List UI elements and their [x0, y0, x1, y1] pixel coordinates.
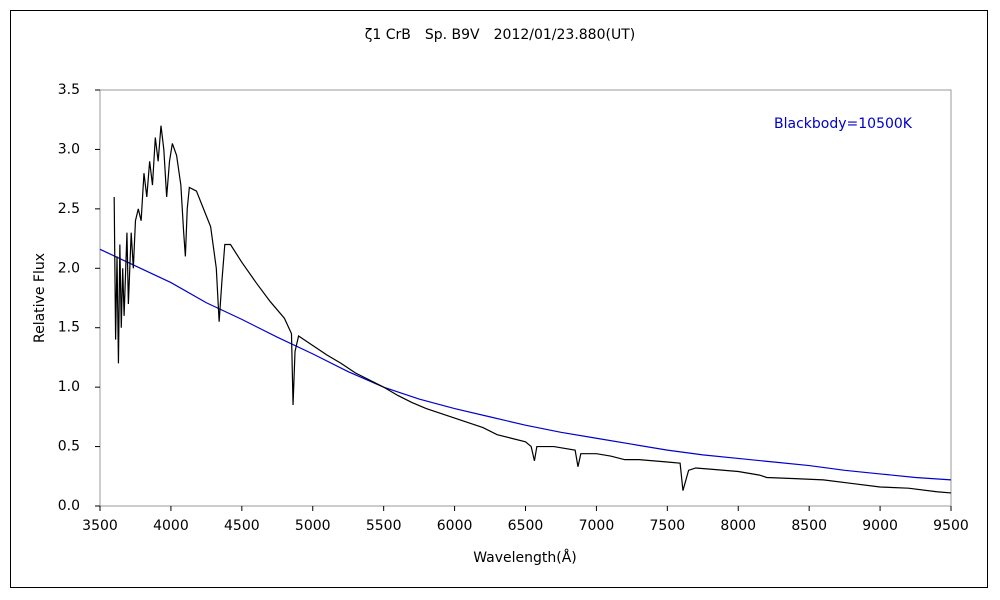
x-tick-label: 9000 — [862, 518, 898, 534]
x-tick-label: 8000 — [720, 518, 756, 534]
x-tick-label: 9500 — [933, 518, 969, 534]
legend-label: Blackbody=10500K — [774, 116, 913, 132]
x-tick-label: 3500 — [82, 518, 118, 534]
x-tick-label: 6000 — [437, 518, 473, 534]
chart-title: ζ1 CrB Sp. B9V 2012/01/23.880(UT) — [365, 27, 635, 43]
series-line — [113, 125, 952, 494]
y-tick-label: 1.0 — [58, 379, 80, 395]
y-axis-label: Relative Flux — [32, 253, 48, 343]
y-tick-label: 3.0 — [58, 141, 80, 157]
y-tick-label: 2.5 — [58, 201, 80, 217]
x-tick-label: 7500 — [650, 518, 686, 534]
y-tick-label: 3.5 — [58, 82, 80, 98]
y-tick-label: 1.5 — [58, 320, 80, 336]
x-tick-label: 4000 — [153, 518, 189, 534]
x-tick-label: 7000 — [579, 518, 615, 534]
y-tick-label: 0.5 — [58, 439, 80, 455]
y-tick-label: 2.0 — [58, 260, 80, 276]
chart-border — [10, 10, 988, 588]
y-tick-label: 0.0 — [58, 498, 80, 514]
x-tick-label: 6500 — [508, 518, 544, 534]
x-tick-label: 5500 — [366, 518, 402, 534]
x-tick-label: 5000 — [295, 518, 331, 534]
x-tick-label: 8500 — [791, 518, 827, 534]
x-tick-label: 4500 — [224, 518, 260, 534]
x-axis-label: Wavelength(Å) — [473, 549, 577, 566]
series-line — [99, 248, 952, 481]
